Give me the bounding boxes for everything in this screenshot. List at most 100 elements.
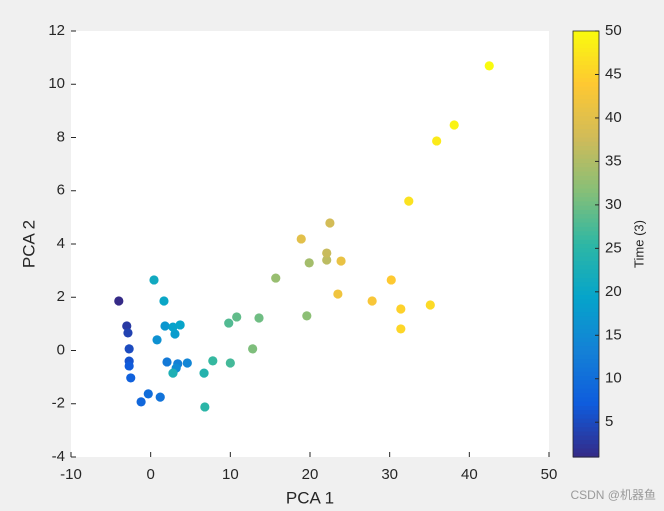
colorbar-segment: [573, 201, 599, 207]
colorbar-segment: [573, 384, 599, 390]
colorbar-segment: [573, 158, 599, 164]
point: [143, 389, 153, 399]
point: [175, 320, 185, 330]
colorbar-segment: [573, 218, 599, 224]
colorbar-segment: [573, 290, 599, 296]
colorbar-segment: [573, 397, 599, 403]
colorbar-segment: [573, 163, 599, 168]
colorbar-segment: [573, 346, 599, 352]
colorbar-label: Time (3): [631, 220, 646, 268]
colorbar-segment: [573, 231, 599, 237]
point: [336, 256, 346, 266]
colorbar-segment: [573, 312, 599, 318]
point: [149, 275, 159, 285]
colorbar-segment: [573, 248, 599, 254]
y-tick-label: -4: [52, 448, 65, 465]
watermark: CSDN @机器鱼: [570, 488, 656, 502]
colorbar-segment: [573, 222, 599, 228]
point: [386, 275, 396, 285]
colorbar-segment: [573, 69, 599, 75]
colorbar-segment: [573, 414, 599, 420]
colorbar-segment: [573, 448, 599, 454]
colorbar-tick-label: 20: [605, 283, 622, 300]
point: [271, 273, 281, 283]
colorbar-segment: [573, 286, 599, 292]
colorbar-segment: [573, 35, 599, 41]
colorbar-segment: [573, 120, 599, 126]
point: [162, 357, 172, 367]
colorbar-segment: [573, 205, 599, 211]
colorbar-segment: [573, 73, 599, 79]
colorbar-segment: [573, 128, 599, 134]
colorbar-segment: [573, 278, 599, 283]
y-axis-label: PCA 2: [19, 220, 38, 268]
x-tick-label: 10: [222, 466, 239, 483]
colorbar-segment: [573, 154, 599, 160]
colorbar-segment: [573, 295, 599, 300]
colorbar-segment: [573, 401, 599, 407]
colorbar-segment: [573, 226, 599, 232]
colorbar-tick-label: 5: [605, 413, 613, 430]
point: [126, 373, 136, 383]
point: [124, 344, 134, 354]
x-tick-label: 20: [302, 466, 319, 483]
colorbar-segment: [573, 82, 599, 87]
colorbar-segment: [573, 77, 599, 83]
point: [168, 322, 178, 332]
colorbar-segment: [573, 265, 599, 271]
colorbar-segment: [573, 350, 599, 356]
y-tick-label: 6: [57, 182, 65, 199]
colorbar-segment: [573, 410, 599, 415]
point: [168, 368, 178, 378]
colorbar-segment: [573, 388, 599, 394]
point: [208, 356, 218, 366]
y-tick-label: 2: [57, 288, 65, 305]
colorbar-segment: [573, 427, 599, 433]
point: [484, 61, 494, 71]
point: [396, 324, 406, 334]
colorbar-segment: [573, 86, 599, 92]
colorbar-tick-label: 25: [605, 239, 622, 256]
colorbar-segment: [573, 256, 599, 262]
colorbar-segment: [573, 107, 599, 113]
point: [425, 300, 435, 310]
colorbar-frame: [572, 30, 600, 458]
point: [114, 296, 124, 306]
colorbar-segment: [573, 239, 599, 245]
point: [322, 248, 332, 258]
point: [170, 329, 180, 339]
y-tick-label: 10: [48, 75, 65, 92]
colorbar-segment: [573, 184, 599, 190]
point: [248, 344, 258, 354]
colorbar-segment: [573, 303, 599, 309]
colorbar-segment: [573, 244, 599, 249]
colorbar-segment: [573, 444, 599, 450]
colorbar-segment: [573, 452, 599, 458]
colorbar-segment: [573, 316, 599, 322]
colorbar-tick-label: 50: [605, 22, 622, 39]
colorbar-segment: [573, 43, 599, 49]
colorbar-segment: [573, 90, 599, 96]
colorbar-segment: [573, 116, 599, 122]
colorbar-segment: [573, 405, 599, 411]
colorbar-tick-label: 30: [605, 196, 622, 213]
x-axis-label: PCA 1: [286, 488, 334, 507]
colorbar-segment: [573, 269, 599, 275]
colorbar-segment: [573, 359, 599, 364]
colorbar-segment: [573, 299, 599, 305]
colorbar-segment: [573, 435, 599, 441]
point: [123, 328, 133, 338]
point: [155, 392, 165, 402]
colorbar-segment: [573, 31, 599, 36]
colorbar-segment: [573, 137, 599, 143]
colorbar-segment: [573, 354, 599, 360]
colorbar-segment: [573, 111, 599, 117]
colorbar-segment: [573, 141, 599, 147]
colorbar-tick-label: 10: [605, 370, 622, 387]
colorbar-tick-label: 35: [605, 152, 622, 169]
colorbar-tick-label: 45: [605, 65, 622, 82]
colorbar-segment: [573, 380, 599, 386]
colorbar-segment: [573, 439, 599, 445]
point: [199, 368, 209, 378]
point: [152, 335, 162, 345]
